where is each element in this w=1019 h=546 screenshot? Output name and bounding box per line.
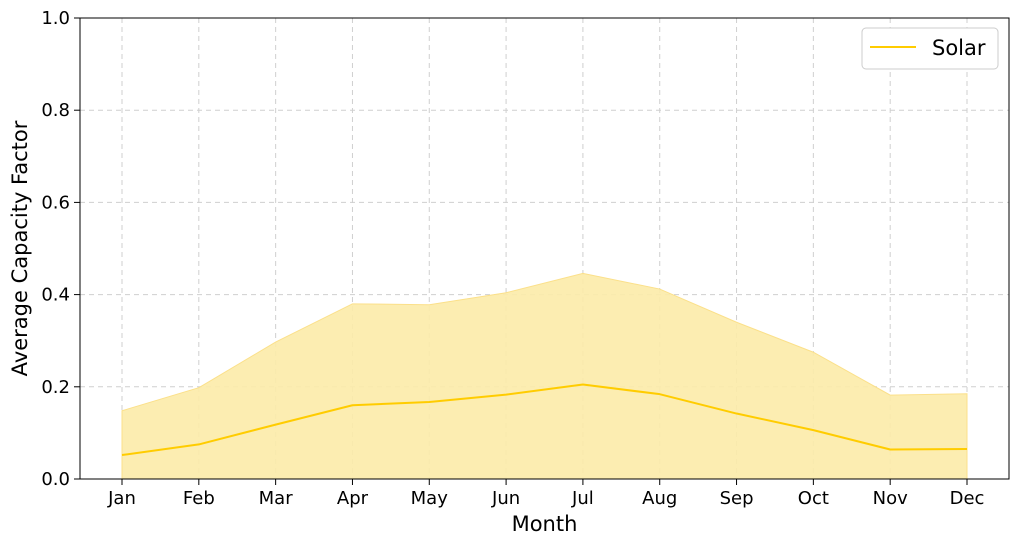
x-tick-label-jul: Jul bbox=[571, 488, 594, 509]
y-axis-ticks: 0.0 0.2 0.4 0.6 0.8 1.0 bbox=[41, 8, 80, 490]
y-tick-label-0: 0.0 bbox=[41, 469, 70, 490]
x-tick-label-mar: Mar bbox=[259, 488, 294, 509]
y-tick-label-5: 1.0 bbox=[41, 8, 70, 29]
legend-box bbox=[861, 27, 999, 70]
solar-series-line bbox=[121, 383, 968, 457]
x-tick-label-may: May bbox=[411, 488, 449, 509]
x-tick-label-feb: Feb bbox=[183, 488, 215, 509]
line-layer bbox=[121, 383, 968, 457]
band-layer bbox=[121, 272, 968, 480]
y-tick-label-3: 0.6 bbox=[41, 192, 70, 213]
x-tick-label-sep: Sep bbox=[720, 488, 754, 509]
y-tick-label-4: 0.8 bbox=[41, 100, 70, 121]
x-tick-label-jan: Jan bbox=[107, 488, 136, 509]
x-tick-label-aug: Aug bbox=[642, 488, 677, 509]
x-axis-ticks: Jan Feb Mar Apr May Jun Jul Aug Sep Oct Nov Dec bbox=[107, 479, 984, 509]
legend-label-solar: Solar bbox=[932, 36, 986, 60]
y-axis-label: Average Capacity Factor bbox=[8, 120, 32, 376]
plot-frame bbox=[79, 17, 1010, 480]
legend: Solar bbox=[861, 27, 999, 70]
x-tick-label-apr: Apr bbox=[337, 488, 369, 509]
x-tick-label-dec: Dec bbox=[950, 488, 985, 509]
y-tick-label-2: 0.4 bbox=[41, 285, 70, 306]
x-tick-label-jun: Jun bbox=[491, 488, 520, 509]
y-tick-label-1: 0.2 bbox=[41, 377, 70, 398]
solar-range-band bbox=[121, 272, 968, 480]
x-tick-label-oct: Oct bbox=[798, 488, 829, 509]
x-tick-label-nov: Nov bbox=[873, 488, 908, 509]
x-axis-label: Month bbox=[512, 512, 578, 536]
